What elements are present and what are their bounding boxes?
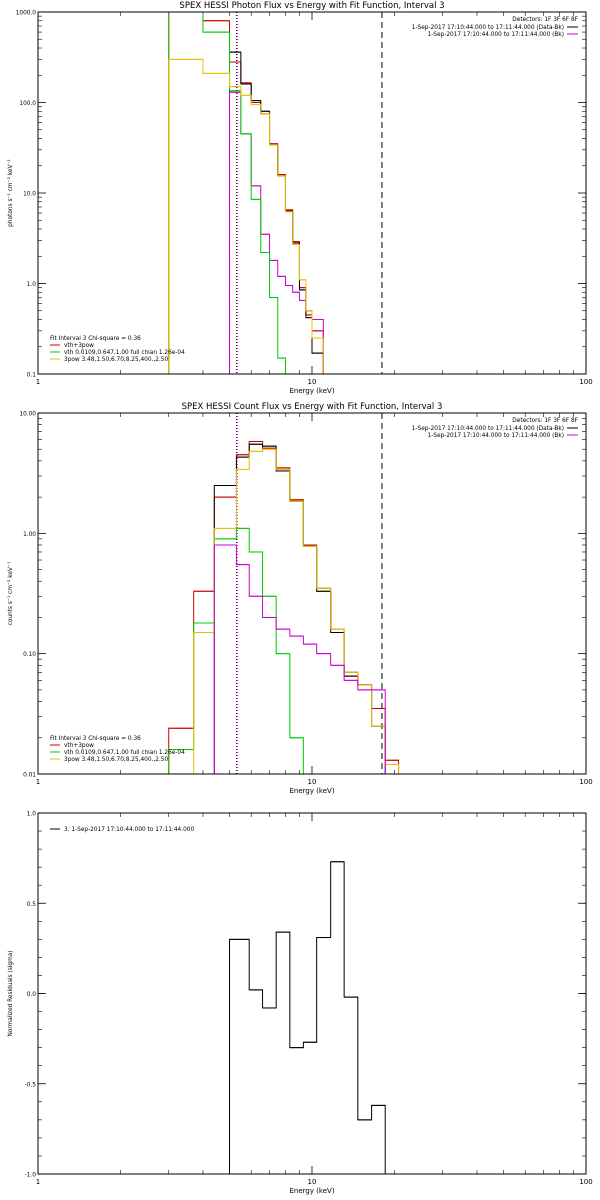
y-tick-label: 1000.0 xyxy=(16,11,37,17)
chart-1: SPEX HESSI Photon Flux vs Energy with Fi… xyxy=(7,1,593,395)
y-tick-label: 0.0 xyxy=(27,992,37,998)
legend-label: 1-Sep-2017 17:10:44.000 to 17:11:44.000 … xyxy=(428,32,564,38)
legend-header: Fit Interval 3 Chi-square = 0.36 xyxy=(50,336,141,342)
y-tick-label: 10.00 xyxy=(19,412,36,418)
series-line xyxy=(168,11,324,374)
plot-frame xyxy=(37,11,587,375)
series-3 xyxy=(193,448,400,774)
x-axis-label: Energy (keV) xyxy=(289,787,334,795)
y-tick-label: 100.0 xyxy=(19,101,36,107)
series-4 xyxy=(213,544,386,774)
y-tick-label: 0.01 xyxy=(23,773,36,779)
legend-label: vth+3pow xyxy=(64,743,94,749)
legend-label: vth 0.0109,0.647,1.00 full chian 1.26e-0… xyxy=(64,750,185,756)
legend-label: vth 0.0109,0.647,1.00 full chian 1.26e-0… xyxy=(64,350,185,356)
plot-frame xyxy=(37,812,587,1175)
series-line xyxy=(168,440,400,774)
series-line xyxy=(229,861,386,1174)
legend-label: vth+3pow xyxy=(64,343,94,349)
x-tick-label: 100 xyxy=(579,1178,592,1186)
series-3 xyxy=(168,11,293,375)
plot-frame xyxy=(37,412,587,775)
legend-top-right: Detectors: 1F 3F 6F 8F 1-Sep-2017 17:10:4… xyxy=(412,17,578,38)
y-tick-label: -0.5 xyxy=(25,1082,37,1088)
series-2 xyxy=(229,91,324,374)
x-tick-label: 100 xyxy=(579,378,592,386)
series-0 xyxy=(229,861,386,1174)
x-axis-label: Energy (keV) xyxy=(289,1187,334,1195)
legend-header: Detectors: 1F 3F 6F 8F xyxy=(512,17,578,23)
y-tick-label: 1.0 xyxy=(27,812,37,818)
series-line xyxy=(229,91,324,374)
legend-label: 1-Sep-2017 17:10:44.000 to 17:11:44.000 … xyxy=(412,25,564,31)
series-line xyxy=(168,58,324,374)
y-axis-label: Normalized Residuals (sigma) xyxy=(8,950,14,1036)
legend-top-left: 3. 1-Sep-2017 17:10:44.000 to 17:11:44.0… xyxy=(50,827,194,833)
chart-2: SPEX HESSI Count Flux vs Energy with Fit… xyxy=(7,402,593,795)
series-line xyxy=(168,11,293,375)
x-tick-label: 1 xyxy=(36,1178,40,1186)
legend-bottom-left: Fit Interval 3 Chi-square = 0.36vth+3pow… xyxy=(50,336,185,363)
x-tick-label: 10 xyxy=(308,1178,317,1186)
series-line xyxy=(229,51,324,374)
legend-label: 3pow 3.48,1.50,6.70,8.25,400.,2.50 xyxy=(64,357,168,363)
chart-3: 1 10 100 -1.0 -0.5 0.0 0.5 1.0 Energy (keV) Norma… xyxy=(8,812,593,1196)
legend-header: Detectors: 1F 3F 6F 8F xyxy=(512,418,578,424)
y-axis-label: photons s⁻¹ cm⁻² keV⁻¹ xyxy=(7,159,14,227)
series-1 xyxy=(213,443,386,774)
series-line xyxy=(193,448,400,774)
chart-title: SPEX HESSI Count Flux vs Energy with Fit… xyxy=(182,402,443,412)
legend-label: 1-Sep-2017 17:10:44.000 to 17:11:44.000 … xyxy=(412,426,564,432)
y-tick-label: 1.0 xyxy=(27,282,37,288)
series-4 xyxy=(168,58,324,374)
y-tick-label: 10.0 xyxy=(23,192,36,198)
legend-label: 1-Sep-2017 17:10:44.000 to 17:11:44.000 … xyxy=(428,433,564,439)
x-tick-label: 1 xyxy=(36,378,40,386)
legend-label: 3. 1-Sep-2017 17:10:44.000 to 17:11:44.0… xyxy=(64,827,194,833)
series-0 xyxy=(168,440,400,774)
chart-title: SPEX HESSI Photon Flux vs Energy with Fi… xyxy=(179,1,444,11)
x-tick-label: 1 xyxy=(36,778,40,786)
y-tick-label: 0.1 xyxy=(27,373,37,379)
series-line xyxy=(213,544,386,774)
legend-header: Fit Interval 3 Chi-square = 0.36 xyxy=(50,736,141,742)
y-tick-label: -1.0 xyxy=(25,1173,37,1179)
series-0 xyxy=(168,11,324,374)
y-tick-label: 1.00 xyxy=(23,532,36,538)
legend-top-right: Detectors: 1F 3F 6F 8F 1-Sep-2017 17:10:4… xyxy=(412,418,578,439)
series-line xyxy=(168,527,317,775)
series-2 xyxy=(168,527,317,775)
minor-ticks xyxy=(38,812,586,1175)
y-tick-label: 0.5 xyxy=(27,902,37,908)
y-tick-label: 0.10 xyxy=(23,652,36,658)
series-line xyxy=(213,443,386,774)
legend-bottom-left: Fit Interval 3 Chi-square = 0.36vth+3pow… xyxy=(50,736,185,763)
minor-ticks xyxy=(38,413,586,774)
x-axis-label: Energy (keV) xyxy=(289,387,334,395)
x-tick-label: 10 xyxy=(308,378,317,386)
series-1 xyxy=(229,51,324,374)
x-tick-label: 10 xyxy=(308,778,317,786)
y-axis-label: counts s⁻¹ cm⁻² keV⁻¹ xyxy=(7,562,14,626)
x-tick-label: 100 xyxy=(579,778,592,786)
legend-label: 3pow 3.48,1.50,6.70,8.25,400.,2.50 xyxy=(64,757,168,763)
